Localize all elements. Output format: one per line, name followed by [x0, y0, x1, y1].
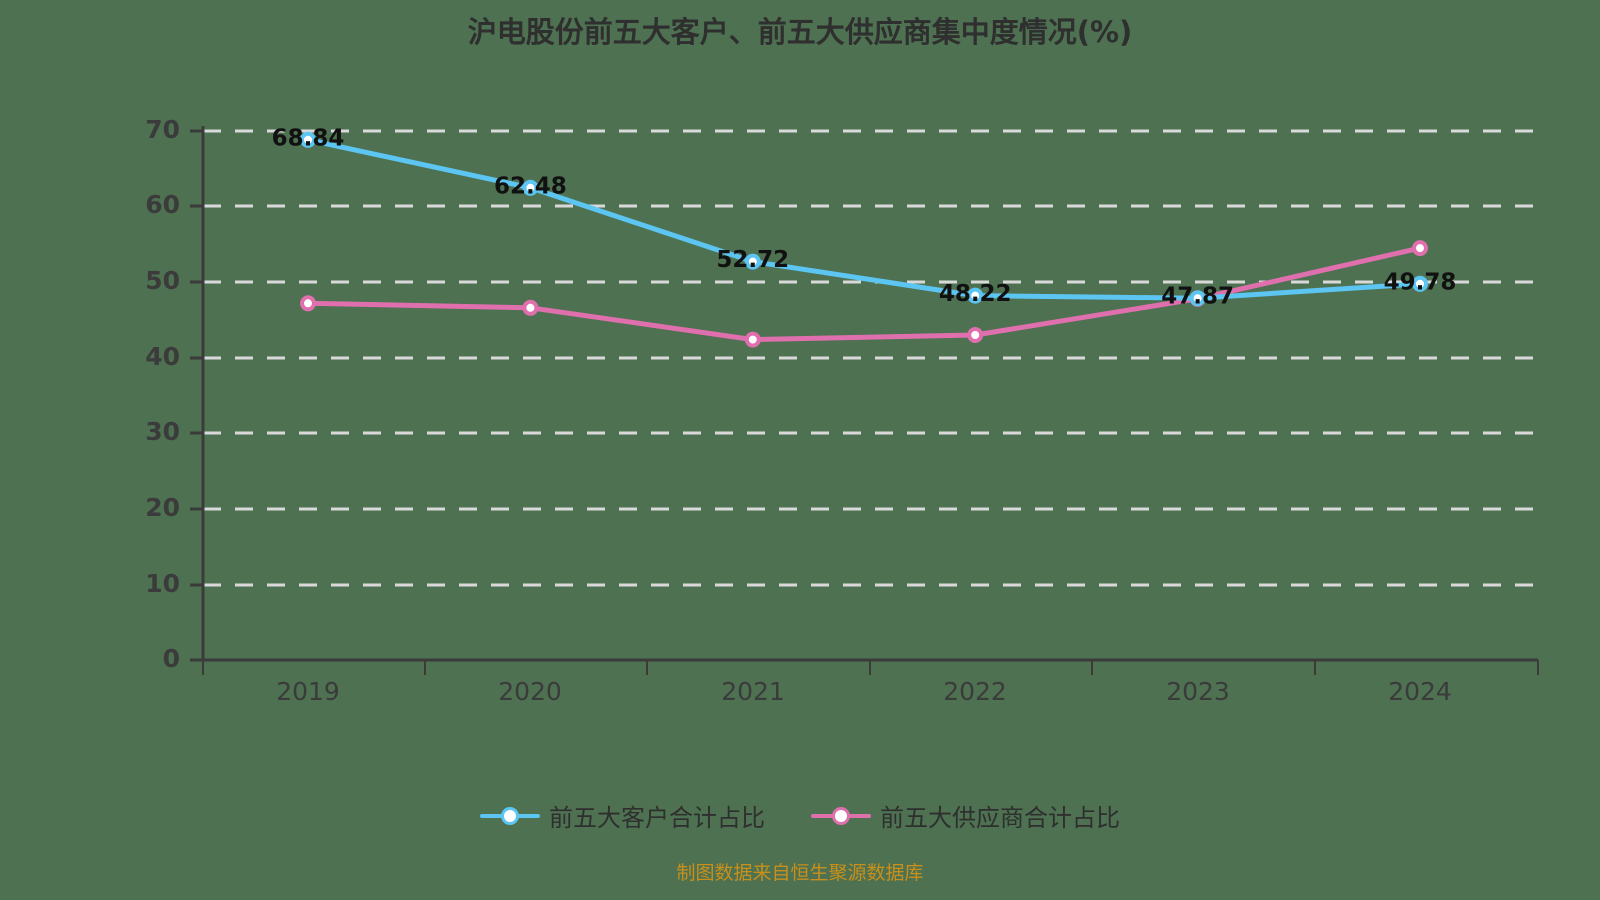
- x-axis-label-2023: 2023: [1166, 677, 1230, 706]
- series-customer-line: [300, 131, 1428, 307]
- legend-item-supplier[interactable]: 前五大供应商合计占比: [811, 798, 1120, 833]
- legend-label-supplier: 前五大供应商合计占比: [880, 804, 1120, 832]
- y-axis-label-50: 50: [145, 266, 180, 295]
- y-axis-label-70: 70: [145, 115, 180, 144]
- data-point[interactable]: [967, 327, 984, 343]
- data-label: 52.72: [716, 247, 789, 273]
- line-chart-plot: 70 60 50 40 30 20 10 0 2019 2020 2021 20…: [145, 115, 1539, 706]
- x-axis: 2019 2020 2021 2022 2023 2024: [202, 658, 1539, 706]
- customer-series-points: [300, 131, 1428, 307]
- y-axis-label-60: 60: [145, 190, 180, 219]
- data-label: 47.87: [1161, 284, 1234, 310]
- legend-marker-supplier-icon: [811, 803, 871, 829]
- data-point[interactable]: [300, 131, 316, 148]
- y-axis-label-0: 0: [163, 644, 180, 673]
- y-axis-label-20: 20: [145, 493, 180, 522]
- y-axis-label-10: 10: [145, 569, 180, 598]
- legend-item-customer[interactable]: 前五大客户合计占比: [480, 798, 765, 833]
- y-axis: 70 60 50 40 30 20 10 0: [145, 115, 205, 673]
- data-point[interactable]: [522, 299, 539, 316]
- legend-marker-customer-icon: [480, 803, 540, 829]
- customer-series-path: [305, 137, 1423, 301]
- legend-label-customer: 前五大客户合计占比: [549, 804, 765, 832]
- supplier-series-points: [300, 240, 1428, 348]
- x-axis-label-2021: 2021: [721, 677, 785, 706]
- data-label: 62.48: [494, 173, 567, 199]
- supplier-series-path: [305, 245, 1423, 343]
- data-point[interactable]: [1189, 290, 1206, 307]
- customer-series-data-labels: 68.84 62.48 52.72 48.22 47.87 49.78: [272, 125, 1457, 309]
- y-axis-label-40: 40: [145, 342, 180, 371]
- x-axis-label-2020: 2020: [498, 677, 562, 706]
- data-point[interactable]: [744, 253, 761, 270]
- gridlines: [203, 129, 1537, 587]
- chart-legend: 前五大客户合计占比 前五大供应商合计占比: [0, 798, 1600, 833]
- x-axis-label-2019: 2019: [276, 677, 340, 706]
- data-point[interactable]: [522, 179, 539, 196]
- data-point[interactable]: [744, 331, 761, 348]
- x-axis-label-2022: 2022: [943, 677, 1007, 706]
- data-point[interactable]: [300, 295, 316, 312]
- data-point[interactable]: [967, 287, 984, 304]
- y-axis-label-30: 30: [145, 417, 180, 446]
- data-label: 49.78: [1384, 269, 1457, 295]
- data-label: 68.84: [272, 125, 345, 151]
- data-point[interactable]: [1412, 240, 1428, 257]
- page-title: 沪电股份前五大客户、前五大供应商集中度情况(%): [467, 15, 1133, 49]
- data-point[interactable]: [1412, 275, 1428, 292]
- data-source-note: 制图数据来自恒生聚源数据库: [676, 862, 924, 884]
- data-label: 48.22: [939, 281, 1012, 307]
- series-supplier-line: [300, 240, 1428, 348]
- x-axis-label-2024: 2024: [1388, 677, 1452, 706]
